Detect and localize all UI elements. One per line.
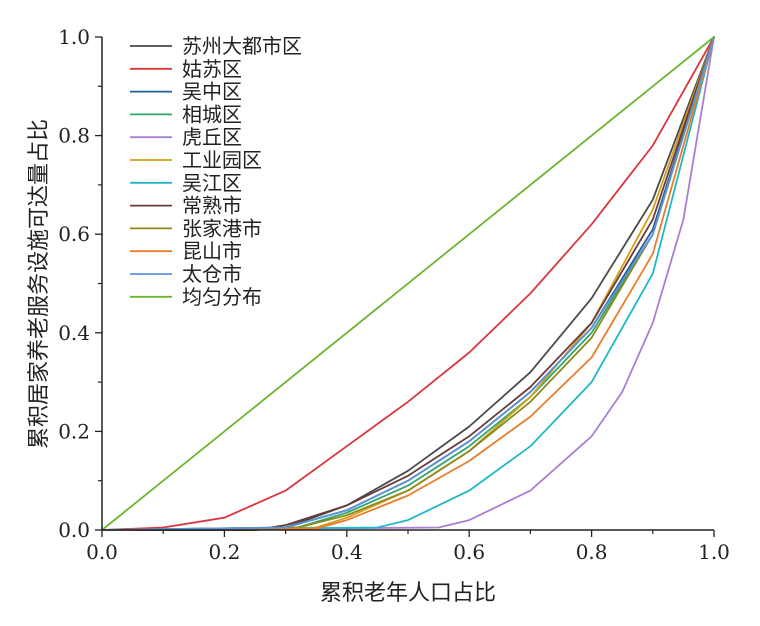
legend-label: 昆山市 [182,239,242,263]
legend-label: 常熟市 [182,194,242,218]
x-tick-label: 0.2 [208,540,240,564]
legend-label: 虎丘区 [182,125,242,149]
series-line-2 [101,36,715,531]
legend-label: 太仓市 [182,262,242,286]
y-tick-label: 0.6 [58,222,90,246]
x-tick-label: 0.4 [331,540,363,564]
series-line-5 [101,36,715,531]
x-tick-label: 1.0 [698,540,730,564]
x-axis-title: 累积老年人口占比 [320,581,496,606]
y-axis-title: 累积居家养老服务设施可达量占比 [27,119,52,449]
x-tick-label: 0.8 [576,540,608,564]
legend-label: 均匀分布 [182,285,262,309]
series-line-12 [101,36,715,531]
legend-label: 姑苏区 [182,57,242,81]
tick-labels: 0.0 0.2 0.4 0.6 0.8 1.0 0.0 0.2 0.4 0.6 0.8 1.0 [58,25,730,564]
y-tick-label: 0.8 [58,124,90,148]
y-tick-label: 1.0 [58,25,90,49]
x-tick-label: 0.6 [453,540,485,564]
y-tick-label: 0.4 [58,321,90,345]
legend-label: 张家港市 [182,216,262,240]
legend-label: 相城区 [182,102,242,126]
legend: 苏州大都市区姑苏区吴中区相城区虎丘区工业园区吴江区常熟市张家港市昆山市太仓市均匀… [130,34,302,309]
axes [95,36,715,537]
series-line-7 [101,36,715,531]
legend-label: 工业园区 [182,148,262,172]
series-layer [101,36,715,531]
y-tick-label: 0.2 [58,419,90,443]
legend-label: 苏州大都市区 [182,34,302,58]
series-line-11 [101,36,715,531]
series-line-10 [101,36,715,531]
y-tick-label: 0.0 [58,518,90,542]
legend-label: 吴江区 [182,171,242,195]
legend-label: 吴中区 [182,80,242,104]
series-line-9 [101,36,715,531]
x-tick-label: 0.0 [86,540,118,564]
